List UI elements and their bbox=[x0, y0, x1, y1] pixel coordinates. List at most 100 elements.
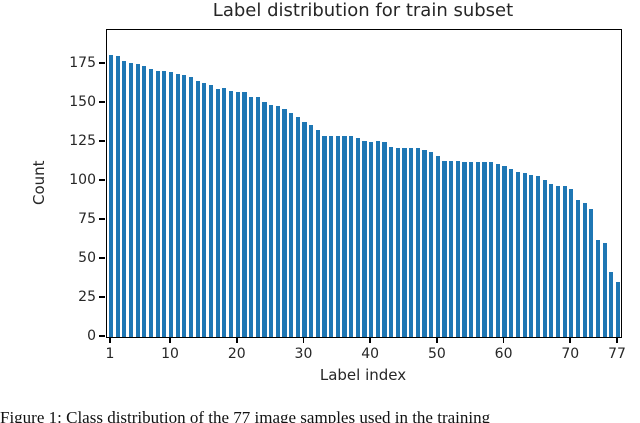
y-tick-mark bbox=[99, 218, 105, 220]
bar bbox=[289, 112, 294, 337]
x-tick-label: 40 bbox=[361, 346, 380, 362]
bar bbox=[128, 62, 134, 337]
bar bbox=[295, 117, 300, 337]
bar bbox=[195, 81, 200, 337]
bar bbox=[135, 64, 140, 337]
bar bbox=[549, 184, 554, 337]
bar bbox=[395, 148, 400, 337]
bar bbox=[302, 121, 307, 337]
bar bbox=[562, 185, 567, 337]
bar bbox=[489, 162, 494, 337]
y-tick-mark bbox=[99, 296, 105, 298]
x-tick-mark bbox=[616, 337, 618, 343]
y-tick-label: 75 bbox=[78, 211, 96, 228]
bar bbox=[609, 271, 614, 337]
x-tick-mark bbox=[235, 337, 238, 343]
y-tick-label: 100 bbox=[69, 172, 96, 189]
y-tick-mark bbox=[99, 335, 105, 337]
bar bbox=[389, 146, 394, 337]
bar bbox=[248, 97, 254, 337]
bar bbox=[322, 135, 327, 337]
bar bbox=[462, 162, 467, 337]
bar bbox=[208, 84, 214, 337]
x-tick-mark bbox=[302, 337, 305, 343]
x-tick-label: 70 bbox=[561, 346, 580, 362]
bar bbox=[535, 176, 541, 337]
bar bbox=[515, 171, 521, 337]
bar bbox=[335, 135, 340, 337]
bar bbox=[228, 90, 234, 337]
x-tick-label: 1 bbox=[105, 346, 115, 362]
bar bbox=[582, 202, 587, 337]
bar bbox=[589, 209, 594, 337]
x-tick-mark bbox=[502, 337, 505, 343]
x-tick-mark bbox=[436, 337, 438, 343]
y-tick-mark bbox=[99, 62, 105, 65]
bar bbox=[275, 106, 280, 337]
bar bbox=[175, 73, 180, 337]
bar bbox=[602, 243, 607, 337]
bar bbox=[615, 282, 621, 337]
bar bbox=[555, 185, 561, 337]
bar bbox=[269, 104, 274, 337]
x-axis-label: Label index bbox=[319, 366, 407, 384]
bar bbox=[469, 162, 474, 337]
bar bbox=[315, 129, 320, 337]
bar bbox=[375, 140, 380, 337]
y-tick-label: 25 bbox=[78, 289, 96, 306]
bar bbox=[309, 125, 314, 337]
x-tick-label: 77 bbox=[608, 346, 626, 362]
bar bbox=[342, 135, 347, 337]
x-tick-mark bbox=[109, 337, 111, 343]
bar bbox=[595, 240, 601, 337]
bar bbox=[182, 75, 187, 337]
x-tick-label: 50 bbox=[427, 346, 446, 362]
bar bbox=[475, 162, 480, 337]
x-tick-mark bbox=[169, 337, 171, 343]
bar bbox=[482, 162, 487, 337]
plot-area bbox=[106, 29, 622, 338]
bar bbox=[502, 165, 507, 337]
bar bbox=[402, 148, 407, 337]
y-axis-label: Count bbox=[30, 160, 48, 206]
y-tick-mark bbox=[99, 101, 105, 104]
bar bbox=[255, 97, 260, 337]
x-tick-mark bbox=[369, 337, 371, 343]
bar bbox=[422, 149, 427, 337]
bar bbox=[349, 135, 354, 337]
bar bbox=[202, 82, 207, 337]
bar bbox=[449, 160, 454, 337]
bar bbox=[355, 137, 360, 337]
bar bbox=[148, 68, 154, 337]
bar bbox=[435, 156, 440, 337]
bar bbox=[442, 160, 447, 337]
x-tick-label: 30 bbox=[294, 346, 313, 362]
bar bbox=[542, 179, 547, 337]
bar bbox=[168, 72, 174, 337]
bar bbox=[382, 142, 387, 337]
bar bbox=[188, 76, 194, 337]
bar bbox=[222, 87, 227, 337]
bar bbox=[575, 199, 581, 337]
bar bbox=[235, 92, 240, 337]
bar bbox=[262, 101, 267, 337]
y-tick-mark bbox=[99, 257, 105, 259]
x-tick-label: 60 bbox=[494, 346, 513, 362]
bar bbox=[455, 160, 460, 337]
bar bbox=[115, 56, 120, 337]
bar bbox=[282, 109, 287, 337]
bar bbox=[162, 70, 167, 337]
bar bbox=[522, 173, 527, 337]
bar bbox=[495, 164, 500, 337]
y-tick-mark bbox=[99, 140, 105, 142]
bar bbox=[242, 92, 247, 337]
y-tick-label: 0 bbox=[87, 328, 96, 344]
x-tick-label: 20 bbox=[227, 346, 246, 362]
bar bbox=[429, 151, 434, 337]
y-tick-label: 125 bbox=[69, 133, 96, 150]
x-tick-mark bbox=[569, 337, 572, 343]
bar bbox=[215, 89, 220, 337]
chart-title: Label distribution for train subset bbox=[212, 0, 514, 21]
bar bbox=[509, 168, 514, 337]
